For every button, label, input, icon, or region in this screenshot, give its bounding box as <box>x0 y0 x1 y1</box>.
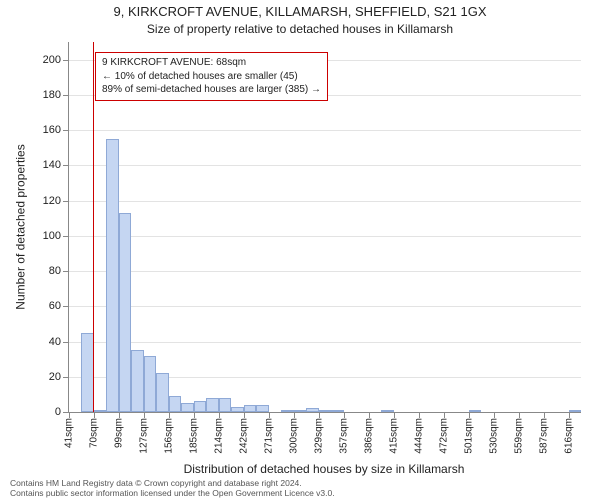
x-tick-label: 329sqm <box>313 418 324 454</box>
histogram-bar <box>219 398 231 412</box>
histogram-bar <box>194 401 206 412</box>
histogram-bar <box>231 407 243 412</box>
y-tick-label: 180 <box>43 89 61 101</box>
histogram-bar <box>156 373 168 412</box>
x-tick-label: 559sqm <box>513 418 524 454</box>
histogram-bar <box>94 410 106 412</box>
x-tick-label: 185sqm <box>188 418 199 454</box>
histogram-bar <box>331 410 343 412</box>
histogram-bar <box>244 405 256 412</box>
gridline <box>69 236 581 237</box>
histogram-bar <box>256 405 268 412</box>
gridline <box>69 201 581 202</box>
page-subtitle: Size of property relative to detached ho… <box>0 22 600 36</box>
x-tick-label: 300sqm <box>288 418 299 454</box>
histogram-bar <box>569 410 581 412</box>
y-tick-label: 0 <box>55 406 61 418</box>
x-tick-label: 472sqm <box>438 418 449 454</box>
histogram-bar <box>144 356 156 412</box>
histogram-bar <box>469 410 481 412</box>
histogram-bar <box>181 403 193 412</box>
y-tick-label: 100 <box>43 230 61 242</box>
y-tick-label: 60 <box>49 300 61 312</box>
annotation-line-3: 89% of semi-detached houses are larger (… <box>102 83 321 97</box>
x-tick-label: 587sqm <box>538 418 549 454</box>
footer-line-2: Contains public sector information licen… <box>10 488 335 498</box>
x-tick-label: 616sqm <box>563 418 574 454</box>
figure: 9, KIRKCROFT AVENUE, KILLAMARSH, SHEFFIE… <box>0 0 600 500</box>
annotation-box: 9 KIRKCROFT AVENUE: 68sqm ← 10% of detac… <box>95 52 328 101</box>
histogram-bar <box>294 410 306 412</box>
y-tick <box>63 60 69 61</box>
x-tick-label: 357sqm <box>338 418 349 454</box>
histogram-bar <box>381 410 393 412</box>
y-tick-label: 200 <box>43 54 61 66</box>
x-tick-label: 530sqm <box>488 418 499 454</box>
histogram-bar <box>306 408 318 412</box>
y-tick <box>63 271 69 272</box>
y-tick-label: 20 <box>49 371 61 383</box>
gridline <box>69 306 581 307</box>
x-axis-label: Distribution of detached houses by size … <box>68 462 580 476</box>
histogram-bar <box>206 398 218 412</box>
histogram-bar <box>319 410 331 412</box>
histogram-bar <box>106 139 118 412</box>
annotation-line-2: ← 10% of detached houses are smaller (45… <box>102 70 321 84</box>
y-tick <box>63 201 69 202</box>
y-tick <box>63 306 69 307</box>
x-tick-label: 156sqm <box>163 418 174 454</box>
gridline <box>69 130 581 131</box>
x-tick-label: 444sqm <box>413 418 424 454</box>
x-tick-label: 386sqm <box>363 418 374 454</box>
histogram-bar <box>131 350 143 412</box>
y-tick-label: 140 <box>43 159 61 171</box>
x-tick-label: 99sqm <box>113 418 124 448</box>
gridline <box>69 165 581 166</box>
x-tick-label: 271sqm <box>263 418 274 454</box>
footer: Contains HM Land Registry data © Crown c… <box>10 478 335 498</box>
x-tick-label: 127sqm <box>138 418 149 454</box>
y-tick <box>63 377 69 378</box>
footer-line-1: Contains HM Land Registry data © Crown c… <box>10 478 335 488</box>
y-tick-label: 40 <box>49 336 61 348</box>
histogram-bar <box>281 410 293 412</box>
histogram-bar <box>169 396 181 412</box>
x-tick-label: 70sqm <box>88 418 99 448</box>
x-tick-label: 415sqm <box>388 418 399 454</box>
y-tick <box>63 236 69 237</box>
gridline <box>69 342 581 343</box>
x-tick-label: 242sqm <box>238 418 249 454</box>
y-tick <box>63 342 69 343</box>
annotation-line-1: 9 KIRKCROFT AVENUE: 68sqm <box>102 56 321 70</box>
gridline <box>69 271 581 272</box>
y-tick-label: 80 <box>49 265 61 277</box>
x-tick-label: 41sqm <box>64 418 75 448</box>
histogram-bar <box>119 213 131 412</box>
y-tick-label: 160 <box>43 124 61 136</box>
x-tick-label: 214sqm <box>213 418 224 454</box>
plot-area: 02040608010012014016018020041sqm70sqm99s… <box>68 42 581 413</box>
page-title: 9, KIRKCROFT AVENUE, KILLAMARSH, SHEFFIE… <box>0 4 600 19</box>
y-tick <box>63 130 69 131</box>
y-tick <box>63 165 69 166</box>
property-marker-line <box>93 42 94 412</box>
x-tick-label: 501sqm <box>463 418 474 454</box>
y-tick <box>63 95 69 96</box>
y-tick-label: 120 <box>43 195 61 207</box>
y-axis-label: Number of detached properties <box>14 42 28 412</box>
